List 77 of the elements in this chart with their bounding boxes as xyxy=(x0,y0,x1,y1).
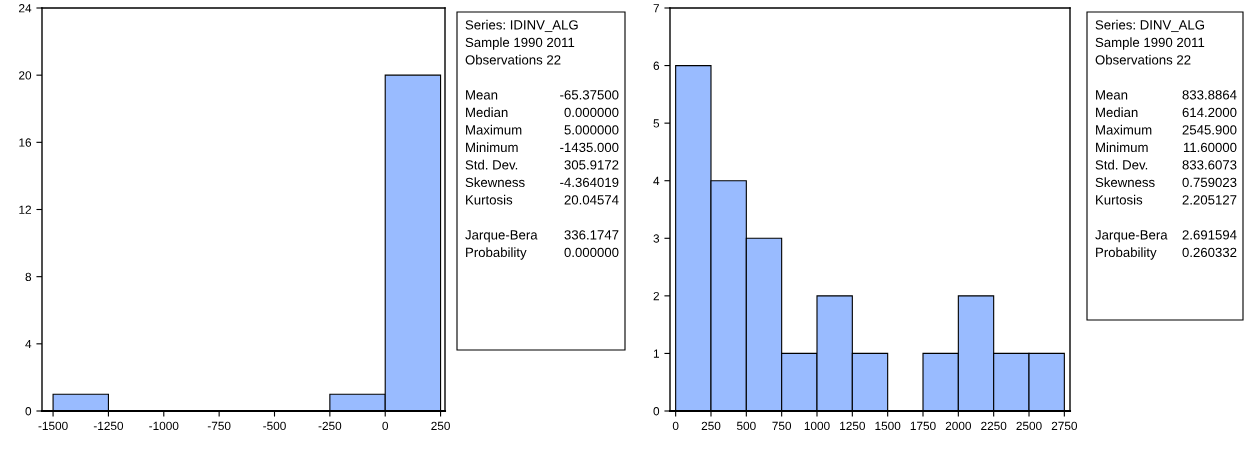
text: Minimum xyxy=(466,142,518,153)
text: Probability xyxy=(466,247,527,260)
y-tick-label: 7 xyxy=(653,4,659,13)
x-tick-label: 0 xyxy=(672,421,679,431)
x-tick-label: -500 xyxy=(263,421,286,431)
text: Maximum xyxy=(1096,124,1152,135)
text: Sample 1990 2011 xyxy=(465,37,575,50)
text: 833.6073 xyxy=(1182,160,1237,170)
x-tick-label: 250 xyxy=(431,421,450,431)
text: Observations 22 xyxy=(465,54,561,65)
y-tick-label: 5 xyxy=(653,119,660,128)
text: 0.000000 xyxy=(564,247,619,258)
y-tick-label: 1 xyxy=(653,349,660,358)
x-tick-label: 750 xyxy=(772,421,792,431)
text: Mean xyxy=(1096,90,1128,100)
text: Std. Dev. xyxy=(465,159,518,170)
text: 0.000000 xyxy=(564,107,619,118)
text: 305.9172 xyxy=(564,160,619,170)
text: Kurtosis xyxy=(1096,194,1143,205)
x-tick-label: -1500 xyxy=(38,421,68,431)
text: 20.04574 xyxy=(564,195,619,205)
text: 336.1747 xyxy=(564,230,619,240)
x-tick-label: 2750 xyxy=(1051,421,1078,431)
y-tick-label: 12 xyxy=(19,205,31,214)
text: Minimum xyxy=(1096,142,1148,153)
text: Maximum xyxy=(466,124,522,135)
text: Skewness xyxy=(465,177,525,188)
x-tick-label: -1250 xyxy=(93,421,124,431)
text: 614.2000 xyxy=(1182,107,1237,118)
text: Jarque-Bera xyxy=(465,230,538,243)
text: Series: IDINV_ALG xyxy=(465,19,578,33)
y-tick-label: 3 xyxy=(653,234,660,243)
text: Jarque-Bera xyxy=(1095,230,1168,243)
text: 2.691594 xyxy=(1182,230,1237,240)
text: Probability xyxy=(1096,247,1157,260)
y-tick-label: 6 xyxy=(653,61,660,70)
x-tick-label: 1500 xyxy=(875,421,901,431)
x-tick-label: -1000 xyxy=(149,421,179,431)
y-tick-label: 24 xyxy=(19,4,32,13)
text: Mean xyxy=(466,90,498,100)
text: 5.000000 xyxy=(564,125,619,135)
text: Observations 22 xyxy=(1095,54,1191,65)
text: Std. Dev. xyxy=(1095,159,1148,170)
x-tick-label: 2000 xyxy=(945,421,972,431)
text: -1435.000 xyxy=(560,142,619,153)
x-tick-label: 1000 xyxy=(804,421,830,431)
text: 0.260332 xyxy=(1182,247,1237,258)
x-tick-label: 250 xyxy=(701,421,721,431)
x-tick-label: 500 xyxy=(736,421,756,431)
x-tick-label: -750 xyxy=(207,421,231,431)
x-tick-label: -250 xyxy=(318,421,342,431)
text: -65.37500 xyxy=(560,90,619,100)
text: Kurtosis xyxy=(466,194,513,205)
y-tick-label: 8 xyxy=(25,272,32,282)
text: Skewness xyxy=(1095,177,1155,188)
y-tick-label: 4 xyxy=(25,339,32,349)
text: Sample 1990 2011 xyxy=(1095,37,1205,50)
y-tick-label: 16 xyxy=(19,138,32,147)
y-tick-label: 0 xyxy=(25,407,32,416)
y-tick-label: 0 xyxy=(653,407,660,416)
x-tick-label: 0 xyxy=(382,421,389,431)
y-tick-label: 4 xyxy=(653,176,660,185)
text: Median xyxy=(466,107,508,118)
x-tick-label: 1750 xyxy=(910,421,936,431)
text: 2545.900 xyxy=(1182,125,1237,135)
text: 0.759023 xyxy=(1182,177,1237,188)
text: Median xyxy=(1096,107,1138,118)
x-tick-label: 2500 xyxy=(1016,421,1042,431)
text: 833.8864 xyxy=(1182,90,1237,100)
text: 2.205127 xyxy=(1182,195,1237,205)
text: -4.364019 xyxy=(560,177,619,188)
x-tick-label: 2250 xyxy=(981,421,1007,431)
y-tick-label: 20 xyxy=(19,71,32,80)
text: Series: DINV_ALG xyxy=(1095,19,1205,33)
text: 11.60000 xyxy=(1183,142,1237,153)
x-tick-label: 1250 xyxy=(840,421,865,431)
y-tick-label: 2 xyxy=(653,291,659,301)
